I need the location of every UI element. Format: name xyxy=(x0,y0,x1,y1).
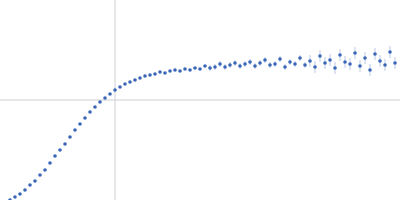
data-point xyxy=(358,64,362,68)
data-point xyxy=(228,63,232,67)
data-point xyxy=(238,64,242,68)
data-point xyxy=(48,161,52,165)
data-point xyxy=(378,59,382,63)
data-point xyxy=(388,50,392,54)
data-point xyxy=(223,65,227,69)
data-point xyxy=(58,148,62,152)
data-point xyxy=(128,80,132,84)
data-point xyxy=(318,54,322,58)
data-point xyxy=(88,110,92,114)
data-point xyxy=(163,71,167,75)
data-point xyxy=(253,64,257,68)
data-point xyxy=(363,56,367,60)
data-point xyxy=(198,67,202,71)
data-point xyxy=(33,179,37,183)
data-point xyxy=(73,128,77,132)
data-point xyxy=(373,52,377,56)
data-point xyxy=(348,62,352,66)
data-point xyxy=(123,82,127,86)
data-point xyxy=(173,68,177,72)
data-point xyxy=(118,85,122,89)
data-point xyxy=(393,61,397,65)
data-point xyxy=(113,88,117,92)
data-point xyxy=(13,195,17,199)
data-point xyxy=(78,122,82,126)
data-point xyxy=(368,68,372,72)
data-point xyxy=(258,61,262,65)
data-point xyxy=(178,69,182,73)
data-point xyxy=(353,51,357,55)
data-point xyxy=(38,173,42,177)
data-point xyxy=(8,198,12,200)
data-point xyxy=(328,58,332,62)
data-point xyxy=(168,69,172,73)
chart xyxy=(0,0,400,200)
data-point xyxy=(138,76,142,80)
data-point xyxy=(68,135,72,139)
data-point xyxy=(323,61,327,65)
data-point xyxy=(43,168,47,172)
data-point xyxy=(283,65,287,69)
data-point xyxy=(108,92,112,96)
data-point xyxy=(208,66,212,70)
data-point xyxy=(278,57,282,61)
data-point xyxy=(53,154,57,158)
data-point xyxy=(18,192,22,196)
data-point xyxy=(243,62,247,66)
data-point xyxy=(248,60,252,64)
data-point xyxy=(143,74,147,78)
data-point xyxy=(148,73,152,77)
data-point xyxy=(383,63,387,67)
data-point xyxy=(133,78,137,82)
data-point xyxy=(158,70,162,74)
data-point xyxy=(213,65,217,69)
data-point xyxy=(338,53,342,57)
data-point xyxy=(308,59,312,63)
data-point xyxy=(288,60,292,64)
data-point xyxy=(93,105,97,109)
plot-area xyxy=(8,46,397,200)
data-point xyxy=(153,72,157,76)
data-point xyxy=(313,65,317,69)
data-point xyxy=(293,62,297,66)
data-point xyxy=(343,60,347,64)
data-point xyxy=(188,68,192,72)
data-point xyxy=(218,62,222,66)
data-point xyxy=(233,61,237,65)
data-point xyxy=(263,58,267,62)
data-point xyxy=(298,56,302,60)
data-point xyxy=(63,142,67,146)
data-point xyxy=(273,62,277,66)
data-point xyxy=(303,63,307,67)
data-point xyxy=(183,67,187,71)
data-point xyxy=(203,64,207,68)
data-point xyxy=(83,116,87,120)
data-point xyxy=(333,66,337,70)
data-point xyxy=(103,96,107,100)
data-point xyxy=(23,188,27,192)
data-point xyxy=(193,66,197,70)
y-grid-line xyxy=(0,100,400,101)
data-point xyxy=(98,100,102,104)
data-point xyxy=(268,63,272,67)
data-point xyxy=(28,183,32,187)
